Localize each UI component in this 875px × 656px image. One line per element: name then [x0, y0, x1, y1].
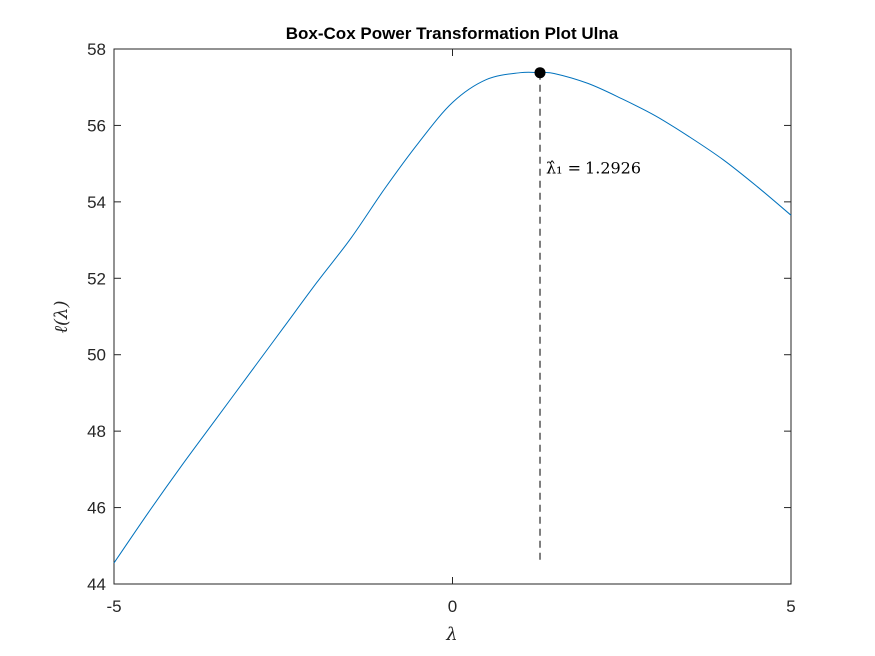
x-axis-label: λ — [445, 624, 457, 645]
y-tick-label: 54 — [87, 193, 106, 212]
x-tick-label: -5 — [106, 597, 121, 616]
axes-box — [113, 48, 792, 585]
y-tick-label: 58 — [87, 40, 106, 59]
axis-tick-labels: -5 0 5 44 46 48 50 52 54 56 58 — [87, 40, 796, 616]
y-tick-label: 56 — [87, 116, 106, 135]
x-tick-label: 0 — [448, 597, 457, 616]
optimum-annotation-value: 1.2926 — [585, 159, 641, 178]
chart-title: Box-Cox Power Transformation Plot Ulna — [286, 24, 619, 43]
y-tick-label: 46 — [87, 499, 106, 518]
optimum-marker — [534, 67, 546, 79]
optimum-annotation: λ̂₁ = 1.2926 — [546, 159, 641, 178]
series-line — [113, 71, 792, 564]
y-tick-label: 48 — [87, 422, 106, 441]
y-tick-label: 50 — [87, 346, 106, 365]
y-axis-label: ℓ(λ) — [51, 301, 72, 334]
optimum-annotation-prefix: λ̂₁ = — [546, 159, 581, 178]
axis-ticks — [113, 48, 792, 585]
y-tick-label: 44 — [87, 575, 106, 594]
x-tick-label: 5 — [786, 597, 795, 616]
y-tick-label: 52 — [87, 269, 106, 288]
